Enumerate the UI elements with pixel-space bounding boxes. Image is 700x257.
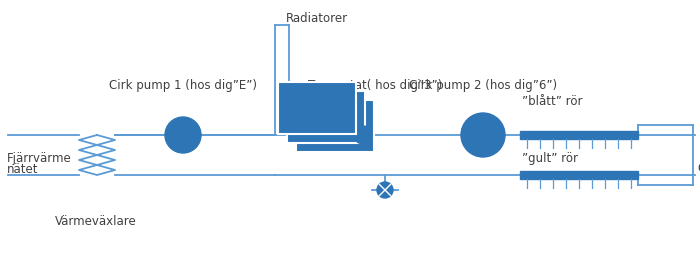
Circle shape	[165, 117, 201, 153]
Text: Fjärrvärme: Fjärrvärme	[7, 152, 71, 165]
Circle shape	[461, 113, 505, 157]
Bar	[520, 131, 638, 139]
Text: Värmeväxlare: Värmeväxlare	[55, 215, 136, 228]
Circle shape	[354, 126, 372, 144]
Circle shape	[377, 182, 393, 198]
Bar	[287, 91, 365, 143]
Text: nätet: nätet	[7, 163, 38, 176]
Bar	[296, 100, 374, 152]
Text: Radiatorer: Radiatorer	[286, 12, 348, 25]
Bar	[278, 82, 356, 134]
Text: Cirk pump 1 (hos dig”E”): Cirk pump 1 (hos dig”E”)	[109, 79, 257, 92]
Text: Termostat( hos dig”3”): Termostat( hos dig”3”)	[308, 79, 442, 92]
Text: Cirk pump 2 (hos dig”6”): Cirk pump 2 (hos dig”6”)	[409, 79, 557, 92]
Text: ”gult” rör: ”gult” rör	[522, 152, 578, 165]
Bar	[520, 171, 638, 179]
Text: Golvvärmeslingor: Golvvärmeslingor	[697, 162, 700, 175]
Text: ”blått” rör: ”blått” rör	[522, 95, 582, 108]
